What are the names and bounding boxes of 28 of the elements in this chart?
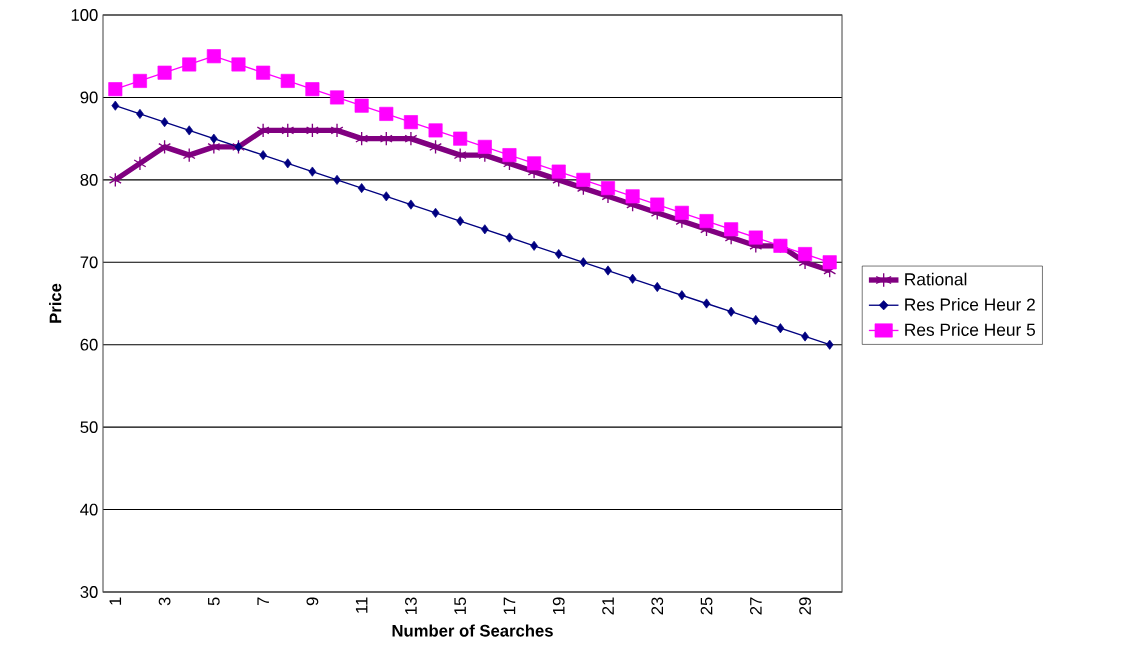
x-tick-label: 13 <box>405 597 417 614</box>
y-tick-label: 80 <box>80 173 98 186</box>
x-tick-label: 27 <box>749 597 762 615</box>
x-tick-label: 15 <box>454 597 467 614</box>
x-tick-label: 17 <box>503 597 516 614</box>
y-tick-label: 40 <box>80 503 98 516</box>
y-tick-label: 100 <box>71 9 98 21</box>
y-tick-label: 50 <box>80 421 98 434</box>
x-tick-label: 29 <box>799 597 811 615</box>
y-tick-label: 60 <box>80 338 98 351</box>
x-axis-title: Number of Searches <box>392 624 553 637</box>
legend-label: Rational <box>905 272 967 286</box>
y-tick-label: 70 <box>80 256 98 269</box>
y-tick-label: 30 <box>80 586 98 598</box>
x-tick-label: 25 <box>700 597 713 615</box>
x-tick-label: 1 <box>109 597 122 605</box>
x-tick-label: 23 <box>651 597 664 615</box>
x-tick-label: 7 <box>257 597 269 606</box>
x-tick-label: 5 <box>208 597 220 606</box>
x-tick-label: 19 <box>552 597 565 614</box>
x-tick-label: 3 <box>158 597 171 606</box>
x-tick-label: 11 <box>355 597 368 613</box>
x-tick-label: 9 <box>306 597 319 606</box>
y-tick-label: 90 <box>80 91 98 104</box>
legend-label: Res Price Heur 2 <box>905 297 1035 311</box>
legend-label: Res Price Heur 5 <box>905 323 1036 336</box>
y-axis-title: Price <box>49 283 62 323</box>
x-tick-label: 21 <box>602 597 614 615</box>
